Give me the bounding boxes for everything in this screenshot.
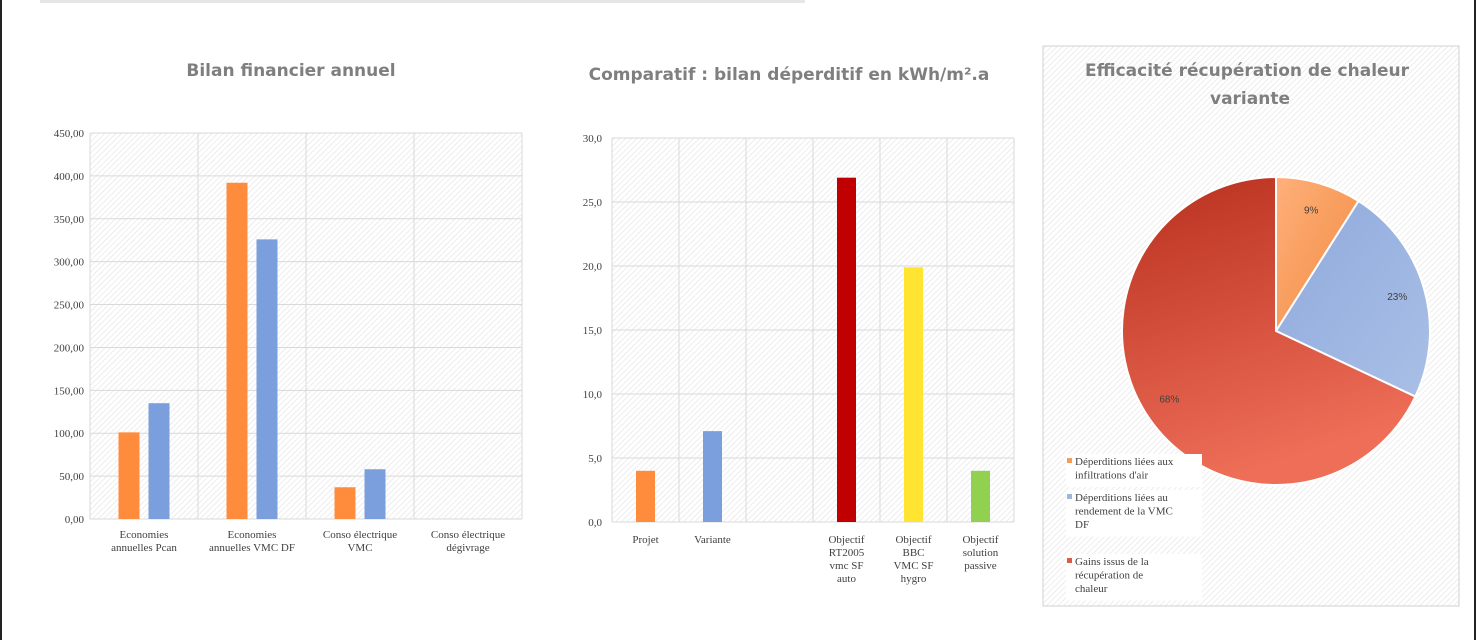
top-divider — [40, 0, 805, 3]
chart-title: Bilan financier annuel — [186, 61, 395, 81]
pie-slice — [1275, 175, 1360, 335]
y-tick-label: 0,0 — [588, 517, 602, 529]
bar — [837, 177, 856, 522]
category-label: vmc SF — [830, 560, 864, 572]
chart-bilan-financier: 0,00 50,00 100,00 150,00 200,00 250,00 300,00 3… — [54, 61, 523, 554]
y-tick-label: 450,00 — [54, 128, 85, 140]
pie-slice — [1121, 175, 1417, 486]
y-tick-label: 15,0 — [583, 325, 603, 337]
category-label: VMC — [347, 542, 372, 554]
category-label: Objectif — [828, 534, 864, 546]
bar — [703, 431, 722, 522]
bar — [364, 469, 386, 519]
category-label: dégivrage — [446, 542, 489, 554]
bar — [256, 239, 278, 519]
bar — [118, 432, 140, 519]
legend-label: récupération de — [1075, 570, 1143, 582]
category-label: Objectif — [895, 534, 931, 546]
chart-efficacite: Efficacité récupération de chaleur varia… — [1042, 45, 1460, 607]
category-label: Economies — [228, 529, 277, 541]
y-tick-label: 20,0 — [583, 261, 603, 273]
y-tick-label: 30,0 — [583, 133, 603, 145]
y-tick-label: 5,0 — [588, 453, 602, 465]
bar — [636, 470, 655, 522]
category-label: hygro — [901, 573, 927, 585]
category-label: annuelles VMC DF — [209, 542, 295, 554]
legend-bg — [1066, 490, 1202, 537]
category-label: BBC — [902, 547, 924, 559]
y-tick-label: 400,00 — [54, 171, 85, 183]
legend-label: Gains issus de la — [1075, 556, 1149, 568]
legend-bg — [1066, 554, 1202, 601]
pie-value-label: 23% — [1387, 292, 1407, 303]
bar — [226, 182, 248, 520]
legend-label: DF — [1075, 519, 1089, 531]
chart-title: Comparatif : bilan déperditif en kWh/m².… — [589, 65, 990, 85]
legend-swatch — [1067, 494, 1072, 499]
legend-label: Déperditions liées au — [1075, 492, 1168, 504]
legend-label: rendement de la VMC — [1075, 506, 1173, 518]
legend-label: chaleur — [1075, 583, 1108, 595]
charts-canvas: 0,00 50,00 100,00 150,00 200,00 250,00 300,00 3… — [54, 45, 1460, 607]
category-label: solution — [963, 547, 999, 559]
pie-value-label: 68% — [1159, 395, 1179, 406]
y-tick-label: 25,0 — [583, 197, 603, 209]
bar — [148, 403, 170, 519]
chart-title: Efficacité récupération de chaleur varia… — [1085, 61, 1415, 109]
y-tick-label: 350,00 — [54, 214, 85, 226]
legend-label: infiltrations d'air — [1075, 470, 1148, 482]
category-label: VMC SF — [893, 560, 933, 572]
chart-comparatif: 0,0 5,0 10,0 15,0 20,0 25,0 30,0 Projet Variant… — [583, 65, 1015, 585]
legend-swatch — [1067, 458, 1072, 463]
category-label: Projet — [632, 534, 658, 546]
legend-bg — [1066, 454, 1202, 487]
y-tick-label: 150,00 — [54, 385, 85, 397]
bar — [971, 470, 990, 522]
category-label: passive — [964, 560, 997, 572]
y-tick-label: 100,00 — [54, 428, 85, 440]
y-tick-label: 10,0 — [583, 389, 603, 401]
category-label: Conso électrique — [431, 529, 505, 541]
category-label: annuelles Pcan — [111, 542, 177, 554]
category-label: Objectif — [962, 534, 998, 546]
category-label: auto — [837, 573, 856, 585]
category-label: Variante — [694, 534, 731, 546]
bar — [904, 267, 923, 522]
category-label: Economies — [120, 529, 169, 541]
y-tick-label: 50,00 — [59, 471, 84, 483]
legend-label: Déperditions liées aux — [1075, 456, 1174, 468]
y-tick-label: 250,00 — [54, 300, 85, 312]
y-tick-label: 200,00 — [54, 342, 85, 354]
category-label: RT2005 — [829, 547, 865, 559]
legend-swatch — [1067, 558, 1072, 563]
category-label: Conso électrique — [323, 529, 397, 541]
bar — [334, 487, 356, 519]
pie-slice — [1274, 199, 1431, 398]
y-tick-label: 300,00 — [54, 257, 85, 269]
y-tick-label: 0,00 — [65, 514, 85, 526]
pie-value-label: 9% — [1304, 206, 1319, 217]
